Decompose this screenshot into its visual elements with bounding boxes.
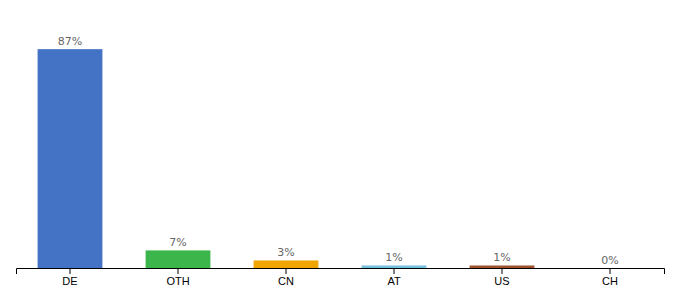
x-tick-mark bbox=[502, 268, 503, 274]
bars bbox=[38, 49, 535, 268]
x-tick-mark bbox=[394, 268, 395, 274]
x-tick-label: AT bbox=[387, 275, 401, 287]
x-tick-mark bbox=[286, 268, 287, 274]
chart: DE OTH CN AT US CH 87% 7% 3% 1% 1% 0% bbox=[0, 0, 680, 300]
plot-area: DE OTH CN AT US CH 87% 7% 3% 1% 1% 0% bbox=[17, 35, 665, 287]
data-label: 87% bbox=[58, 35, 82, 48]
data-label: 1% bbox=[385, 251, 402, 264]
bar bbox=[146, 250, 211, 268]
bar bbox=[254, 260, 319, 268]
x-tick-label: US bbox=[494, 275, 509, 287]
bar bbox=[38, 49, 103, 268]
bar bbox=[362, 265, 427, 268]
x-tick-label: CH bbox=[602, 275, 618, 287]
x-tick: CH bbox=[602, 268, 618, 287]
x-axis-line bbox=[17, 269, 665, 275]
data-label: 0% bbox=[601, 254, 618, 267]
bar bbox=[470, 265, 535, 268]
x-tick: DE bbox=[62, 268, 77, 287]
x-tick-label: OTH bbox=[166, 275, 189, 287]
x-axis: DE OTH CN AT US CH bbox=[17, 268, 665, 287]
x-tick: OTH bbox=[166, 268, 189, 287]
x-tick-mark bbox=[610, 268, 611, 274]
x-tick-mark bbox=[70, 268, 71, 274]
x-tick: AT bbox=[387, 268, 401, 287]
data-labels: 87% 7% 3% 1% 1% 0% bbox=[58, 35, 619, 267]
data-label: 7% bbox=[169, 236, 186, 249]
data-label: 3% bbox=[277, 246, 294, 259]
data-label: 1% bbox=[493, 251, 510, 264]
x-tick: CN bbox=[278, 268, 294, 287]
x-tick: US bbox=[494, 268, 509, 287]
bar bbox=[578, 268, 643, 269]
x-tick-label: CN bbox=[278, 275, 294, 287]
x-tick-label: DE bbox=[62, 275, 77, 287]
x-tick-mark bbox=[178, 268, 179, 274]
